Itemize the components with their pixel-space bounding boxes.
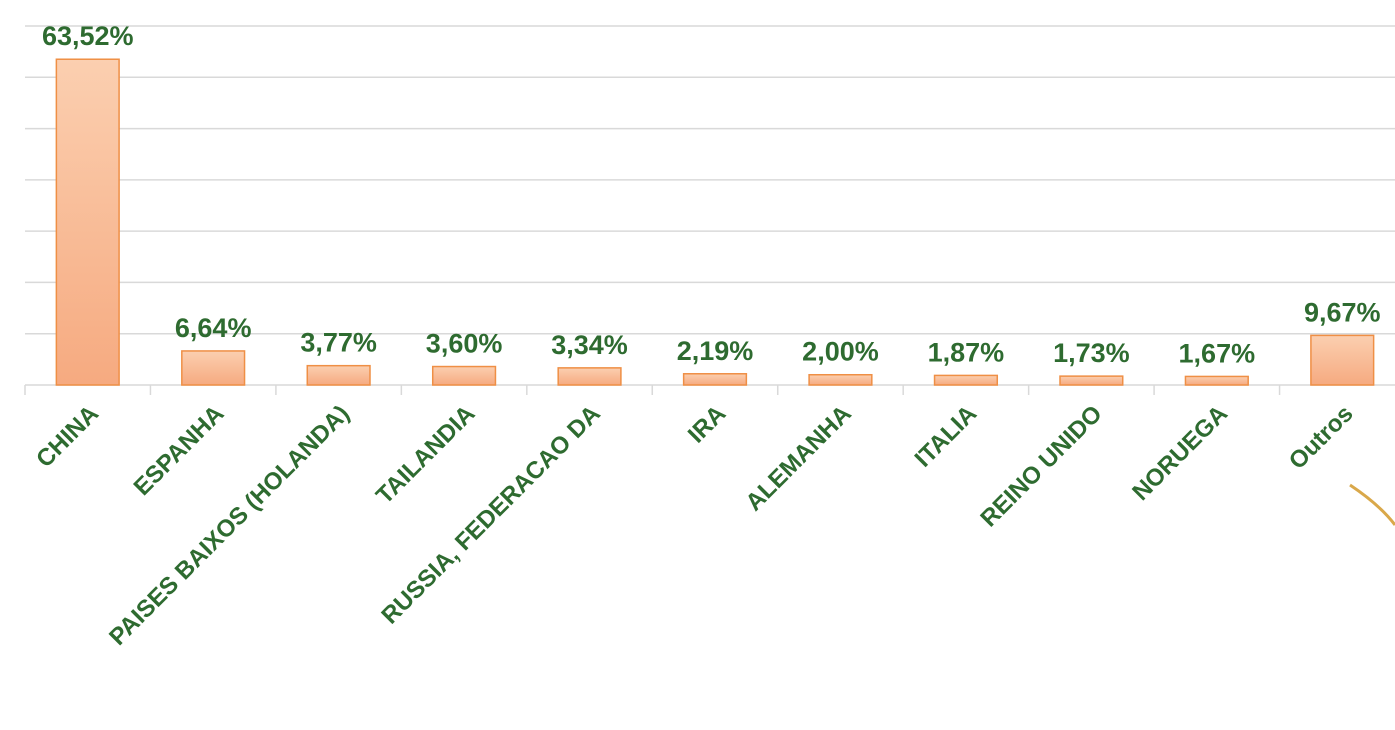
x-tick-label: CHINA xyxy=(31,400,104,473)
data-label: 3,60% xyxy=(426,329,503,359)
bar xyxy=(1310,334,1375,386)
bar xyxy=(1059,375,1124,386)
bar xyxy=(55,58,120,386)
data-label: 9,67% xyxy=(1304,297,1381,327)
data-label: 2,19% xyxy=(677,336,754,366)
data-label: 1,73% xyxy=(1053,338,1130,368)
bar xyxy=(557,367,622,386)
bar xyxy=(181,350,246,386)
x-tick-label: REINO UNIDO xyxy=(975,400,1107,532)
bar xyxy=(431,365,497,386)
x-tick-label: PAISES BAIXOS (HOLANDA) xyxy=(104,400,355,651)
data-label: 3,34% xyxy=(551,330,628,360)
data-label: 6,64% xyxy=(175,313,252,343)
bar xyxy=(1184,375,1249,386)
bar xyxy=(933,374,999,386)
bar xyxy=(682,373,748,386)
data-label: 1,87% xyxy=(928,337,1005,367)
data-label: 2,00% xyxy=(802,337,879,367)
x-tick-label: Outros xyxy=(1284,400,1359,475)
data-label: 1,67% xyxy=(1179,338,1256,368)
bar xyxy=(808,373,873,386)
x-tick-label: RUSSIA, FEDERACAO DA xyxy=(376,400,605,629)
x-tick-label: ESPANHA xyxy=(129,400,230,501)
x-tick-label: IRA xyxy=(683,400,731,448)
data-label: 63,52% xyxy=(42,21,134,51)
decorative-curve xyxy=(1349,483,1395,526)
data-label: 3,77% xyxy=(300,328,377,358)
bar xyxy=(306,364,371,386)
x-tick-label: NORUEGA xyxy=(1127,400,1233,506)
x-tick-label: TAILANDIA xyxy=(371,400,480,509)
x-tick-label: ITALIA xyxy=(910,400,983,473)
x-tick-label: ALEMANHA xyxy=(740,400,856,516)
